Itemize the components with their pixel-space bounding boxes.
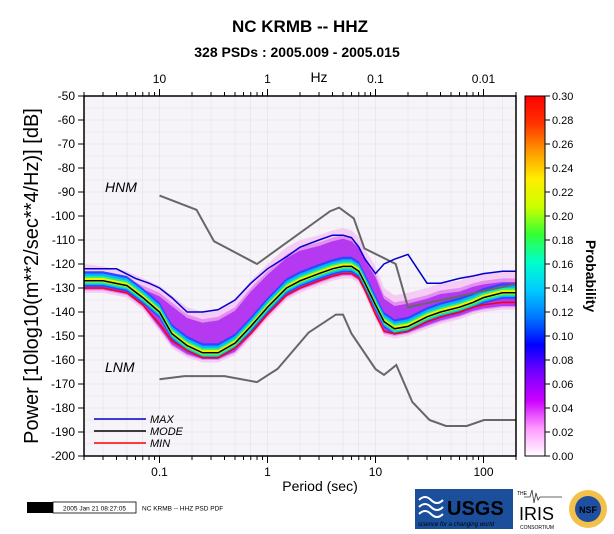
colorbar-tick-label: 0.20: [552, 211, 573, 223]
colorbar-tick-label: 0.16: [552, 259, 573, 271]
y-tick-label: -150: [51, 329, 75, 343]
legend-mode-label: MODE: [150, 426, 184, 438]
colorbar-tick-label: 0.08: [552, 355, 573, 367]
top-tick-label: 0.1: [367, 72, 384, 86]
colorbar-tick-label: 0.26: [552, 139, 573, 151]
colorbar-tick-label: 0.18: [552, 235, 573, 247]
top-tick-label: 1: [264, 72, 271, 86]
y-tick-label: -50: [58, 89, 76, 103]
nsf-wordmark: NSF: [579, 505, 598, 515]
legend-min-label: MIN: [150, 438, 170, 450]
colorbar: 0.00 0.02 0.04 0.06 0.08 0.10 0.12 0.14 0.16 0.18…: [524, 91, 599, 463]
y-tick-label: -80: [58, 161, 76, 175]
colorbar-ticks: 0.00 0.02 0.04 0.06 0.08 0.10 0.12 0.14 0.16 0.18…: [545, 91, 573, 463]
colorbar-tick-label: 0.04: [552, 403, 573, 415]
nsf-seal-globe: [575, 496, 601, 522]
nsf-logo: NSF: [569, 490, 607, 528]
colorbar-tick-label: 0.30: [552, 91, 573, 103]
usgs-logo: USGS science for a changing world: [415, 489, 513, 529]
usgs-wordmark: USGS: [447, 498, 504, 520]
footer-caption: NC KRMB -- HHZ PSD PDF: [142, 506, 223, 513]
usgs-tagline: science for a changing world: [418, 522, 495, 528]
y-tick-label: -140: [51, 305, 75, 319]
y-tick-label: -200: [51, 449, 75, 463]
series-line-min: [84, 272, 516, 359]
chart-title: NC KRMB -- HHZ: [232, 17, 368, 36]
y-tick-label: -180: [51, 401, 75, 415]
top-tick-label: 10: [153, 72, 167, 86]
lnm-label: LNM: [105, 359, 135, 375]
x-tick-label: 0.1: [151, 465, 168, 479]
colorbar-tick-label: 0.02: [552, 427, 573, 439]
x-tick-label: 1: [264, 465, 271, 479]
iris-logo: THE IRIS CONSORTIUM: [517, 489, 562, 531]
axes-layer: -50 -60 -70 -80 -90 -100 -110 -120 -130 -140 -150 -…: [51, 72, 517, 479]
iris-prefix: THE: [517, 491, 528, 497]
y-tick-label: -100: [51, 209, 75, 223]
colorbar-label: Probability: [583, 240, 599, 313]
x-axis-label: Period (sec): [282, 478, 357, 494]
plot-content: [84, 96, 516, 456]
y-tick-label: -60: [58, 113, 76, 127]
colorbar-tick-label: 0.12: [552, 307, 573, 319]
colorbar-tick-label: 0.24: [552, 163, 573, 175]
top-tick-label: 0.01: [472, 72, 496, 86]
footer: GMT 2005 Jan 21 08:27:05 NC KRMB -- HHZ …: [27, 501, 223, 514]
colorbar-tick-label: 0.00: [552, 451, 573, 463]
chart-subtitle: 328 PSDs : 2005.009 - 2005.015: [194, 44, 400, 60]
series-line-max: [84, 234, 516, 313]
gmt-badge: [27, 502, 53, 513]
reference-curve-hnm: [159, 194, 516, 309]
stat-curves: [84, 234, 516, 359]
iris-wordmark: IRIS: [519, 504, 554, 524]
colorbar-tick-label: 0.28: [552, 115, 573, 127]
colorbar-gradient: [524, 95, 546, 457]
usgs-wave-icon: [418, 496, 444, 518]
legend: MAX MODE MIN: [94, 414, 184, 450]
y-tick-label: -190: [51, 425, 75, 439]
x-tick-label: 100: [473, 465, 493, 479]
colorbar-tick-label: 0.10: [552, 331, 573, 343]
y-tick-label: -110: [52, 233, 75, 247]
y-tick-label: -130: [51, 281, 75, 295]
x-tick-label: 10: [369, 465, 383, 479]
y-tick-label: -90: [58, 185, 76, 199]
timestamp-box: [52, 501, 137, 514]
iris-seismogram-icon: [524, 489, 562, 504]
hnm-label: HNM: [105, 179, 137, 195]
top-axis-label: Hz: [310, 69, 327, 85]
reference-curve-lnm: [159, 313, 516, 427]
iris-consortium: CONSORTIUM: [520, 525, 554, 531]
grid-layer: [84, 96, 516, 456]
y-tick-label: -160: [51, 353, 75, 367]
usgs-logo-box: [415, 489, 513, 529]
colorbar-tick-label: 0.22: [552, 187, 573, 199]
y-tick-label: -120: [51, 257, 75, 271]
reference-curves: [159, 194, 516, 427]
colorbar-tick-label: 0.06: [552, 379, 573, 391]
y-tick-label: -170: [51, 377, 75, 391]
y-tick-label: -70: [58, 137, 76, 151]
y-axis-label: Power [10log10(m**2/sec**4/Hz)] [dB]: [21, 108, 43, 444]
colorbar-tick-label: 0.14: [552, 283, 573, 295]
legend-max-label: MAX: [150, 414, 175, 426]
timestamp: 2005 Jan 21 08:27:05: [63, 506, 126, 513]
gmt-badge-text: GMT: [31, 504, 49, 513]
series-line-mode: [84, 265, 516, 354]
